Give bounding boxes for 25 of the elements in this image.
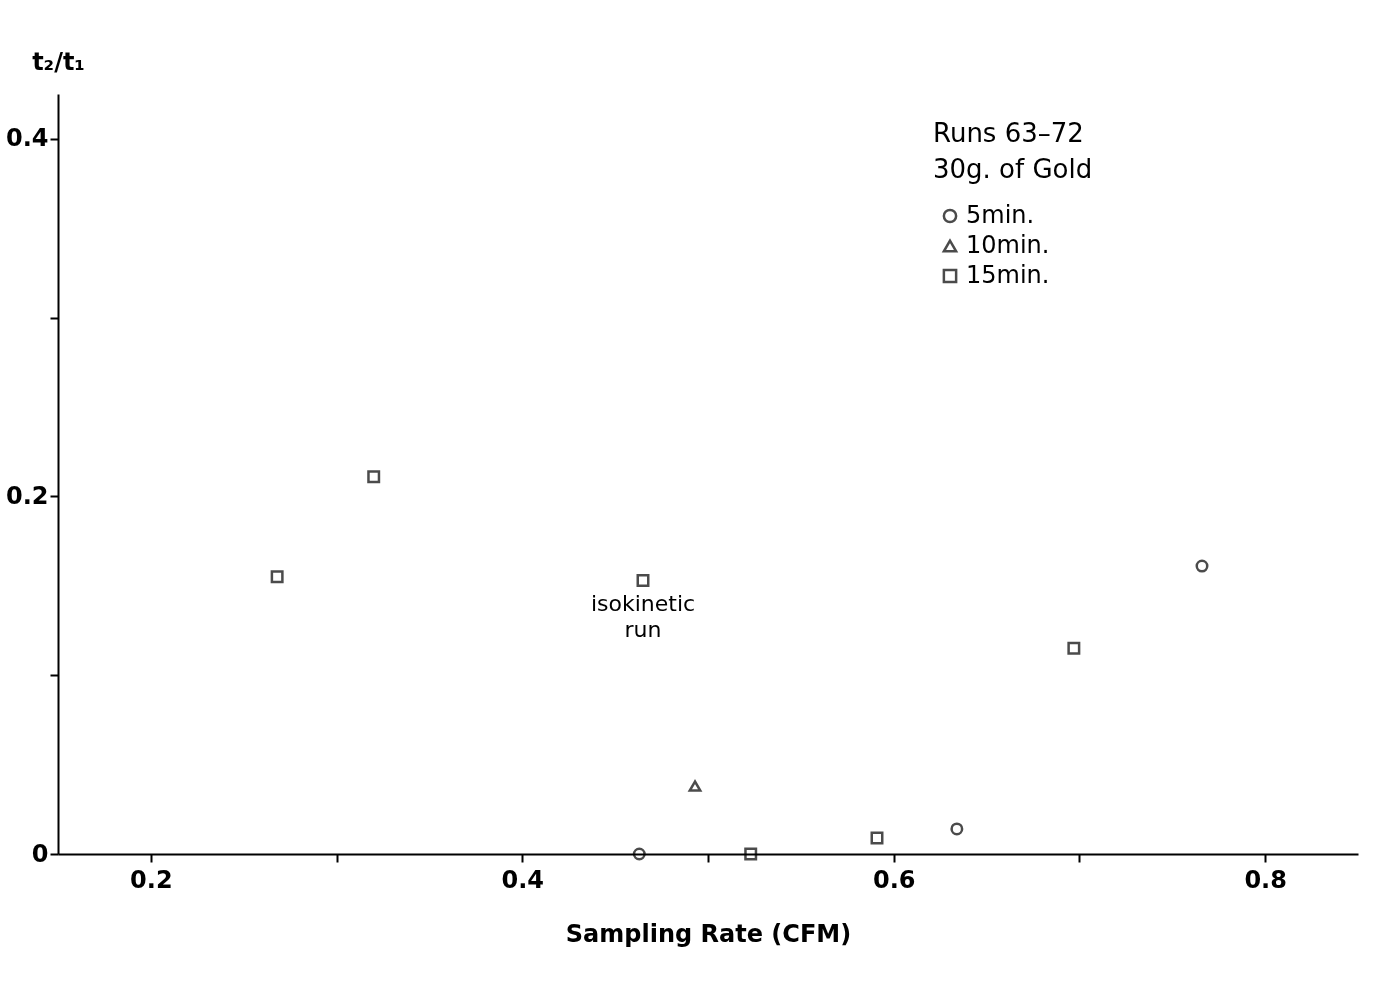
y-tick-label: 0.4	[5, 124, 49, 153]
point	[1067, 641, 1081, 655]
point	[950, 822, 964, 836]
point	[744, 847, 758, 861]
x-tick-label: 0.4	[501, 865, 545, 894]
x-tick-label: 0.6	[872, 865, 916, 894]
x-tick-label: 0.8	[1244, 865, 1287, 894]
x-tick-label: 0.2	[130, 865, 173, 894]
y-tick-label: 0	[31, 839, 49, 868]
point	[870, 831, 884, 845]
y-tick-label: 0.2	[5, 481, 49, 510]
annotation: 30g. of Gold	[933, 154, 1093, 184]
annotation: Runs 63–72	[933, 118, 1084, 148]
y-axis-title: t₂/t₁	[32, 47, 85, 76]
point	[688, 780, 702, 792]
point	[632, 847, 646, 861]
point	[636, 573, 650, 587]
x-axis-title: Sampling Rate (CFM)	[565, 919, 852, 948]
annotation: isokinetic run	[590, 591, 696, 643]
point	[270, 570, 284, 584]
legend-label: 10min.	[966, 231, 1050, 259]
point	[1195, 559, 1209, 573]
point	[367, 470, 381, 484]
legend-label: 5min.	[966, 201, 1035, 229]
legend-label: 15min.	[966, 261, 1050, 289]
